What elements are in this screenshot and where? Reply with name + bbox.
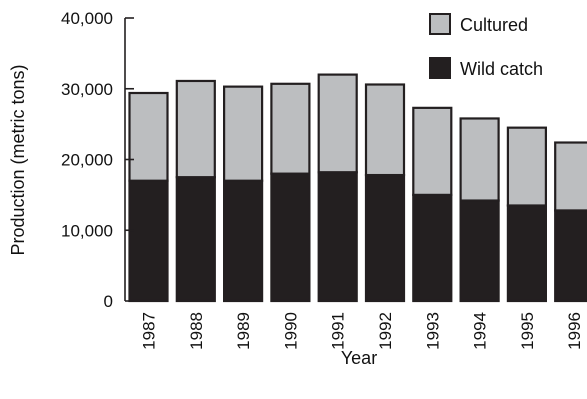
legend-swatch-cultured <box>430 14 450 34</box>
bar-wild-catch-1992 <box>366 175 404 301</box>
bars-group <box>130 75 587 301</box>
y-tick-label-10000: 10,000 <box>61 221 113 240</box>
bar-wild-catch-1988 <box>177 177 215 301</box>
bar-cultured-1996 <box>555 143 587 211</box>
bar-cultured-1989 <box>224 87 262 181</box>
x-tick-label-1988: 1988 <box>187 312 206 350</box>
legend-label-cultured: Cultured <box>460 15 528 35</box>
x-axis-title: Year <box>341 348 377 368</box>
x-tick-label-1992: 1992 <box>376 312 395 350</box>
x-tick-label-1989: 1989 <box>234 312 253 350</box>
bar-wild-catch-1993 <box>413 195 451 301</box>
legend-swatch-wild-catch <box>430 58 450 78</box>
x-tick-label-1991: 1991 <box>329 312 348 350</box>
bar-cultured-1993 <box>413 108 451 195</box>
bar-cultured-1995 <box>508 128 546 206</box>
bar-wild-catch-1989 <box>224 181 262 301</box>
y-tick-label-30000: 30,000 <box>61 80 113 99</box>
y-tick-label-40000: 40,000 <box>61 9 113 28</box>
x-tick-label-1987: 1987 <box>140 312 159 350</box>
bar-cultured-1992 <box>366 85 404 176</box>
bar-wild-catch-1987 <box>130 181 168 301</box>
bar-cultured-1988 <box>177 81 215 177</box>
y-tick-label-20000: 20,000 <box>61 151 113 170</box>
bar-cultured-1994 <box>461 118 499 200</box>
x-tick-label-1994: 1994 <box>471 312 490 350</box>
x-tick-label-1993: 1993 <box>423 312 442 350</box>
y-axis-title: Production (metric tons) <box>8 64 28 255</box>
bar-cultured-1987 <box>130 93 168 181</box>
bar-wild-catch-1995 <box>508 205 546 301</box>
y-tick-label-0: 0 <box>104 292 113 311</box>
bar-wild-catch-1996 <box>555 210 587 301</box>
bar-cultured-1991 <box>319 75 357 173</box>
x-tick-label-1995: 1995 <box>518 312 537 350</box>
bar-wild-catch-1990 <box>271 174 309 301</box>
bar-wild-catch-1991 <box>319 172 357 301</box>
legend: Cultured Wild catch <box>430 14 543 79</box>
legend-label-wild-catch: Wild catch <box>460 59 543 79</box>
x-tick-label-1996: 1996 <box>565 312 584 350</box>
bar-wild-catch-1994 <box>461 201 499 301</box>
bar-cultured-1990 <box>271 84 309 174</box>
x-tick-label-1990: 1990 <box>281 312 300 350</box>
